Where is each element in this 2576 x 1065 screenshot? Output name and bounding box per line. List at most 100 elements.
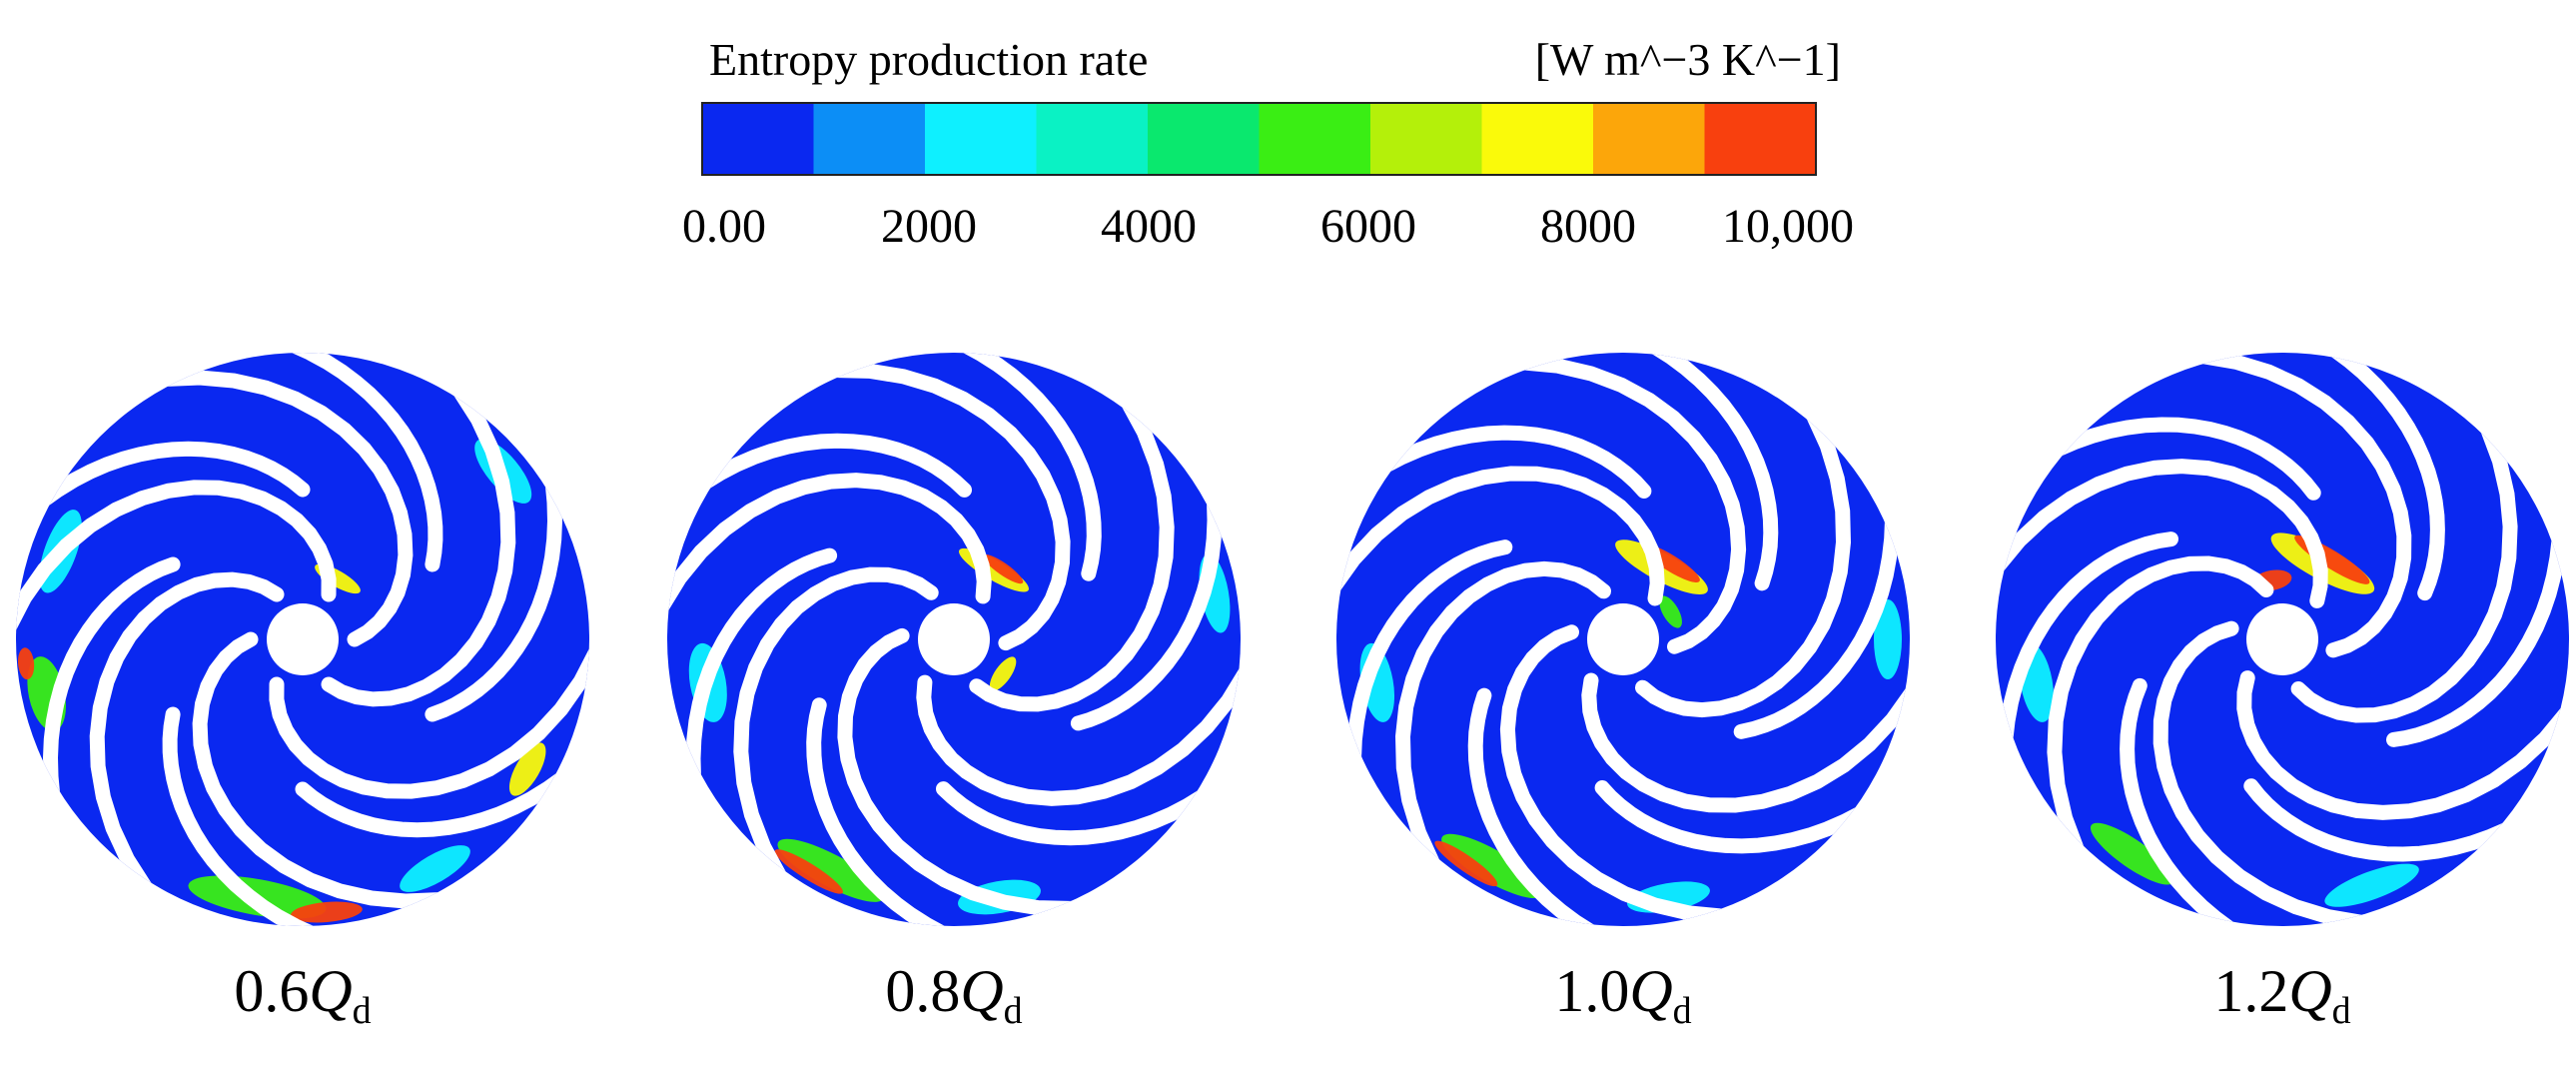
colorbar-segment-1 bbox=[813, 103, 926, 175]
hotspot-4 bbox=[1434, 840, 1498, 887]
blade-9 bbox=[696, 433, 972, 498]
blade-5 bbox=[162, 706, 321, 926]
blade-0 bbox=[157, 370, 414, 647]
impeller-panels: 0.6Qd 0.8Qd 1.0Qd 1.2Qd bbox=[16, 353, 2569, 1032]
flow-ratio: 0.6 bbox=[234, 958, 309, 1024]
blade-4 bbox=[1581, 672, 1910, 813]
blade-2 bbox=[969, 393, 1175, 712]
hotspot-2 bbox=[18, 647, 35, 680]
flow-subscript: d bbox=[1673, 990, 1692, 1032]
flow-symbol: Q bbox=[2288, 958, 2331, 1024]
colorbar-segment-2 bbox=[925, 103, 1038, 175]
legend-units: [W m^−3 K^−1] bbox=[1535, 34, 1841, 85]
blade-3 bbox=[2243, 778, 2516, 862]
blade-0 bbox=[1514, 355, 1747, 654]
colorbar-segment-7 bbox=[1481, 103, 1594, 175]
colorbar-frame bbox=[701, 102, 1817, 176]
colorbar-tick-label-5: 10,000 bbox=[1722, 200, 1854, 253]
colorbar-tick-label-2: 4000 bbox=[1101, 200, 1197, 253]
panel-label-2: 1.0Qd bbox=[1554, 958, 1691, 1032]
blade-9 bbox=[35, 441, 311, 509]
blade-8 bbox=[89, 571, 285, 897]
hub-hole bbox=[1587, 603, 1659, 675]
flow-ratio: 0.8 bbox=[885, 958, 960, 1024]
colorbar-segment-5 bbox=[1259, 103, 1371, 175]
blade-1 bbox=[1733, 512, 1900, 739]
blade-2 bbox=[2290, 420, 2518, 723]
flow-ratio: 1.0 bbox=[1554, 958, 1629, 1024]
colorbar-segment-3 bbox=[1036, 103, 1149, 175]
hotspot-7 bbox=[1874, 599, 1902, 679]
legend-title: Entropy production rate bbox=[709, 34, 1148, 85]
flow-symbol: Q bbox=[1629, 958, 1672, 1024]
hub-hole bbox=[2246, 603, 2318, 675]
blade-11 bbox=[2325, 353, 2445, 601]
blade-11 bbox=[1646, 353, 1779, 591]
blade-11 bbox=[285, 353, 443, 572]
hotspot-3 bbox=[777, 838, 885, 902]
panel-label-1: 0.8Qd bbox=[885, 958, 1022, 1032]
blade-3 bbox=[295, 770, 570, 838]
hotspot-4 bbox=[291, 901, 363, 923]
hotspot-2 bbox=[1659, 595, 1682, 628]
blade-1 bbox=[425, 476, 563, 722]
blade-7 bbox=[685, 547, 838, 785]
hotspot-2 bbox=[989, 656, 1017, 691]
blade-10 bbox=[667, 473, 992, 616]
blades bbox=[1336, 353, 1910, 926]
blade-2 bbox=[321, 382, 516, 707]
impeller-panel-2: 1.0Qd bbox=[1336, 353, 1910, 1032]
hotspot-1 bbox=[983, 553, 1024, 584]
hotspot-3 bbox=[1441, 833, 1543, 899]
colorbar-segment-4 bbox=[1148, 103, 1261, 175]
flow-subscript: d bbox=[2332, 990, 2351, 1032]
colorbar-tick-label-0: 0.00 bbox=[682, 200, 766, 253]
blade-5 bbox=[2120, 677, 2239, 926]
flow-subscript: d bbox=[353, 990, 372, 1032]
blade-0 bbox=[826, 363, 1071, 651]
blade-3 bbox=[1594, 780, 1870, 854]
flow-ratio: 1.2 bbox=[2213, 958, 2288, 1024]
blade-4 bbox=[2236, 670, 2569, 820]
colorbar-segment-0 bbox=[702, 103, 815, 175]
colorbar-legend: Entropy production rate [W m^−3 K^−1] 0.… bbox=[682, 34, 1854, 253]
blade-0 bbox=[2193, 353, 2412, 658]
blades bbox=[16, 353, 589, 926]
blade-6 bbox=[192, 631, 448, 909]
blade-10 bbox=[1996, 459, 2328, 608]
colorbar-segment-9 bbox=[1704, 103, 1817, 175]
panel-label-0: 0.6Qd bbox=[234, 958, 371, 1032]
blade-6 bbox=[837, 627, 1082, 916]
blade-1 bbox=[1070, 494, 1223, 731]
colorbar-tick-label-4: 8000 bbox=[1540, 200, 1636, 253]
blade-8 bbox=[1394, 560, 1611, 873]
blade-8 bbox=[733, 566, 939, 886]
colorbar bbox=[701, 102, 1817, 176]
entropy-hotspots bbox=[1359, 539, 1902, 913]
blade-6 bbox=[2152, 620, 2371, 926]
blade-7 bbox=[1346, 539, 1513, 767]
blade-9 bbox=[1376, 425, 1652, 499]
blade-11 bbox=[956, 353, 1102, 581]
flow-symbol: Q bbox=[309, 958, 352, 1024]
blade-8 bbox=[2047, 555, 2274, 859]
panel-label-3: 1.2Qd bbox=[2213, 958, 2350, 1032]
blade-7 bbox=[1998, 532, 2178, 748]
blades bbox=[667, 353, 1241, 926]
flow-symbol: Q bbox=[960, 958, 1003, 1024]
blade-1 bbox=[2386, 531, 2567, 747]
blade-5 bbox=[1467, 687, 1600, 926]
colorbar-tick-labels: 0.00 2000 4000 6000 8000 10,000 bbox=[682, 200, 1854, 253]
blade-9 bbox=[2049, 417, 2321, 501]
blade-2 bbox=[1635, 406, 1852, 718]
hotspot-8 bbox=[508, 742, 546, 796]
blade-4 bbox=[916, 662, 1241, 806]
hub-hole bbox=[918, 603, 990, 675]
hotspot-3 bbox=[2090, 822, 2174, 885]
impeller-panel-0: 0.6Qd bbox=[16, 353, 589, 1032]
hotspot-4 bbox=[2324, 863, 2419, 907]
colorbar-tick-label-1: 2000 bbox=[881, 200, 977, 253]
impeller-panel-3: 1.2Qd bbox=[1996, 353, 2569, 1032]
blade-10 bbox=[1336, 466, 1665, 606]
